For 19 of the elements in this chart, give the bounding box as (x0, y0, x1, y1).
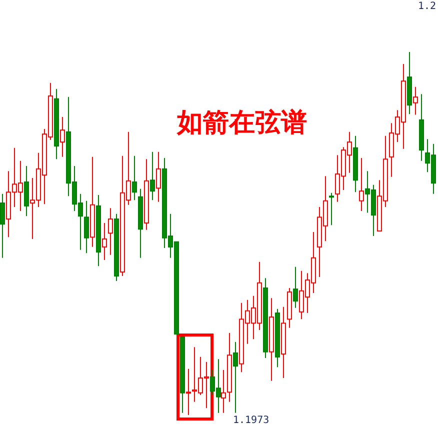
candlestick (329, 192, 334, 226)
candlestick (413, 86, 418, 116)
candlestick (108, 208, 113, 256)
candlestick (24, 165, 29, 217)
annotation: 1.1973 (233, 415, 270, 426)
candlestick (233, 342, 238, 414)
candlestick (221, 369, 226, 414)
candlestick (132, 155, 137, 201)
candlestick (186, 368, 191, 416)
candlestick (156, 151, 161, 202)
candlestick (293, 266, 298, 308)
candlestick (84, 200, 89, 254)
candlestick (150, 151, 155, 201)
candlestick (359, 157, 364, 212)
text: 1.2 (418, 1, 436, 12)
candlestick (60, 116, 65, 158)
text: 如箭在弦谱 (176, 108, 307, 137)
candlestick (102, 222, 107, 260)
candlestick (0, 193, 5, 258)
